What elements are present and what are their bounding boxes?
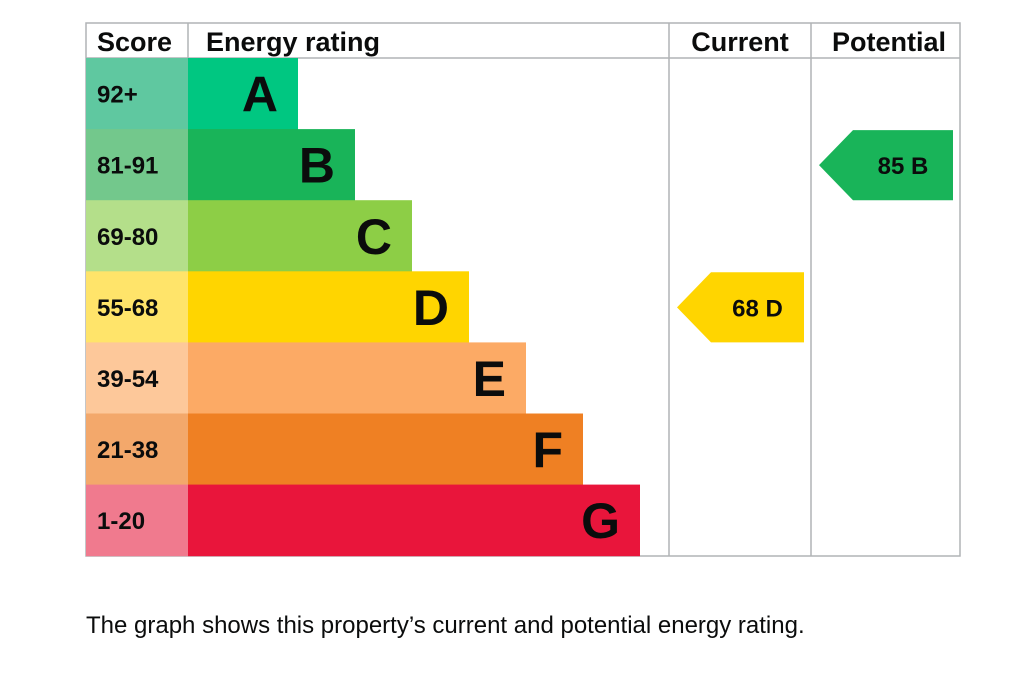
current-rating-tag (677, 272, 804, 343)
potential-rating-tag (819, 130, 953, 201)
score-cell-b (86, 129, 188, 201)
rating-bar-c (188, 200, 412, 272)
rating-letter-b: B (299, 138, 335, 194)
rating-bar-d (188, 271, 469, 343)
chart-caption: The graph shows this property’s current … (86, 612, 805, 639)
rating-bar-a (188, 58, 298, 130)
current-rating-tag-label: 68 D (732, 295, 783, 322)
rating-bar-e (188, 342, 526, 414)
header-current: Current (691, 27, 789, 57)
header-score: Score (97, 27, 172, 57)
score-cell-f (86, 413, 188, 486)
header-potential: Potential (832, 27, 946, 57)
score-label-g: 1-20 (97, 508, 145, 535)
rating-bar-g (188, 484, 640, 557)
score-label-c: 69-80 (97, 224, 158, 251)
score-cell-c (86, 200, 188, 272)
rating-tags: 68 D 85 B (677, 130, 953, 343)
score-label-e: 39-54 (97, 366, 159, 393)
rating-letter-c: C (356, 209, 392, 265)
epc-chart: Score Energy rating Current Potential 92… (85, 22, 961, 557)
rating-bar-f (188, 413, 583, 486)
score-cell-e (86, 342, 188, 414)
header-energy-rating: Energy rating (206, 27, 380, 57)
rating-letter-f: F (532, 422, 563, 478)
score-label-a: 92+ (97, 82, 138, 109)
score-cell-a (86, 58, 188, 130)
score-label-b: 81-91 (97, 153, 158, 180)
rating-bar-b (188, 129, 355, 201)
rating-letter-g: G (581, 493, 620, 549)
score-label-d: 55-68 (97, 295, 158, 322)
score-cell-d (86, 271, 188, 343)
rating-bands: 92+ A 81-91 B 69-80 C 55-68 D 39-54 E 21-38 F 1-20 G (86, 58, 640, 557)
rating-letter-e: E (473, 351, 506, 407)
potential-rating-tag-label: 85 B (878, 153, 929, 180)
rating-letter-d: D (413, 280, 449, 336)
score-label-f: 21-38 (97, 437, 158, 464)
score-cell-g (86, 484, 188, 557)
rating-letter-a: A (242, 67, 278, 123)
